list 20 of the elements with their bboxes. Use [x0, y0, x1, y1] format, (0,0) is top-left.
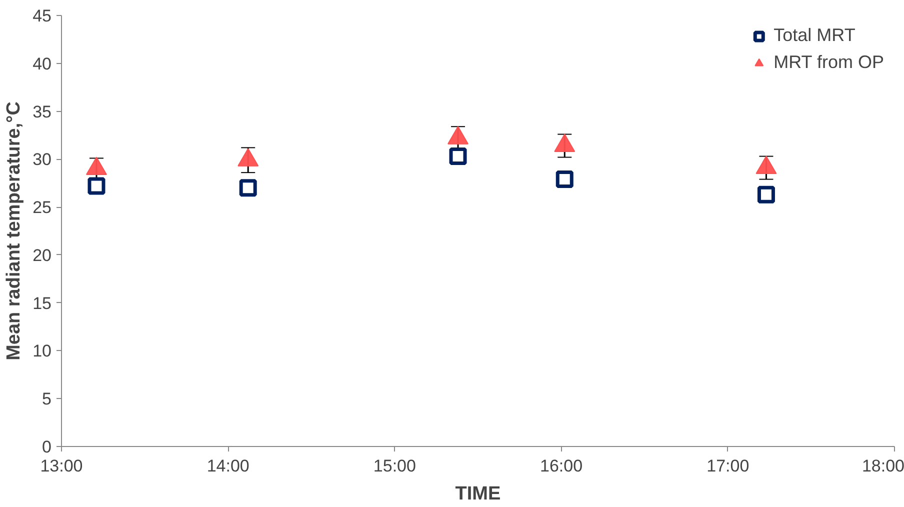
y-tick-label: 5: [42, 390, 52, 409]
y-tick-label: 40: [32, 54, 52, 74]
legend-label: Total MRT: [774, 25, 856, 46]
x-axis-title: TIME: [455, 484, 501, 504]
x-tick-label: 13:00: [40, 456, 83, 476]
x-tick-label: 18:00: [862, 456, 904, 476]
x-tick-label: 14:00: [206, 456, 250, 476]
x-tick-label: 15:00: [373, 456, 416, 476]
y-tick-label: 30: [32, 150, 52, 170]
y-tick-label: 0: [42, 438, 52, 456]
y-axis-title: Mean radiant temperature,°C: [4, 101, 25, 360]
y-tick-label: 15: [32, 294, 52, 313]
y-tick-label: 45: [32, 6, 52, 26]
y-tick-label: 35: [32, 102, 52, 122]
y-tick-label: 10: [32, 342, 52, 361]
x-tick-label: 16:00: [540, 456, 583, 476]
y-tick-label: 20: [32, 246, 52, 265]
legend-label: MRT from OP: [774, 52, 884, 73]
x-tick-label: 17:00: [706, 456, 750, 476]
y-tick-label: 25: [32, 198, 52, 218]
